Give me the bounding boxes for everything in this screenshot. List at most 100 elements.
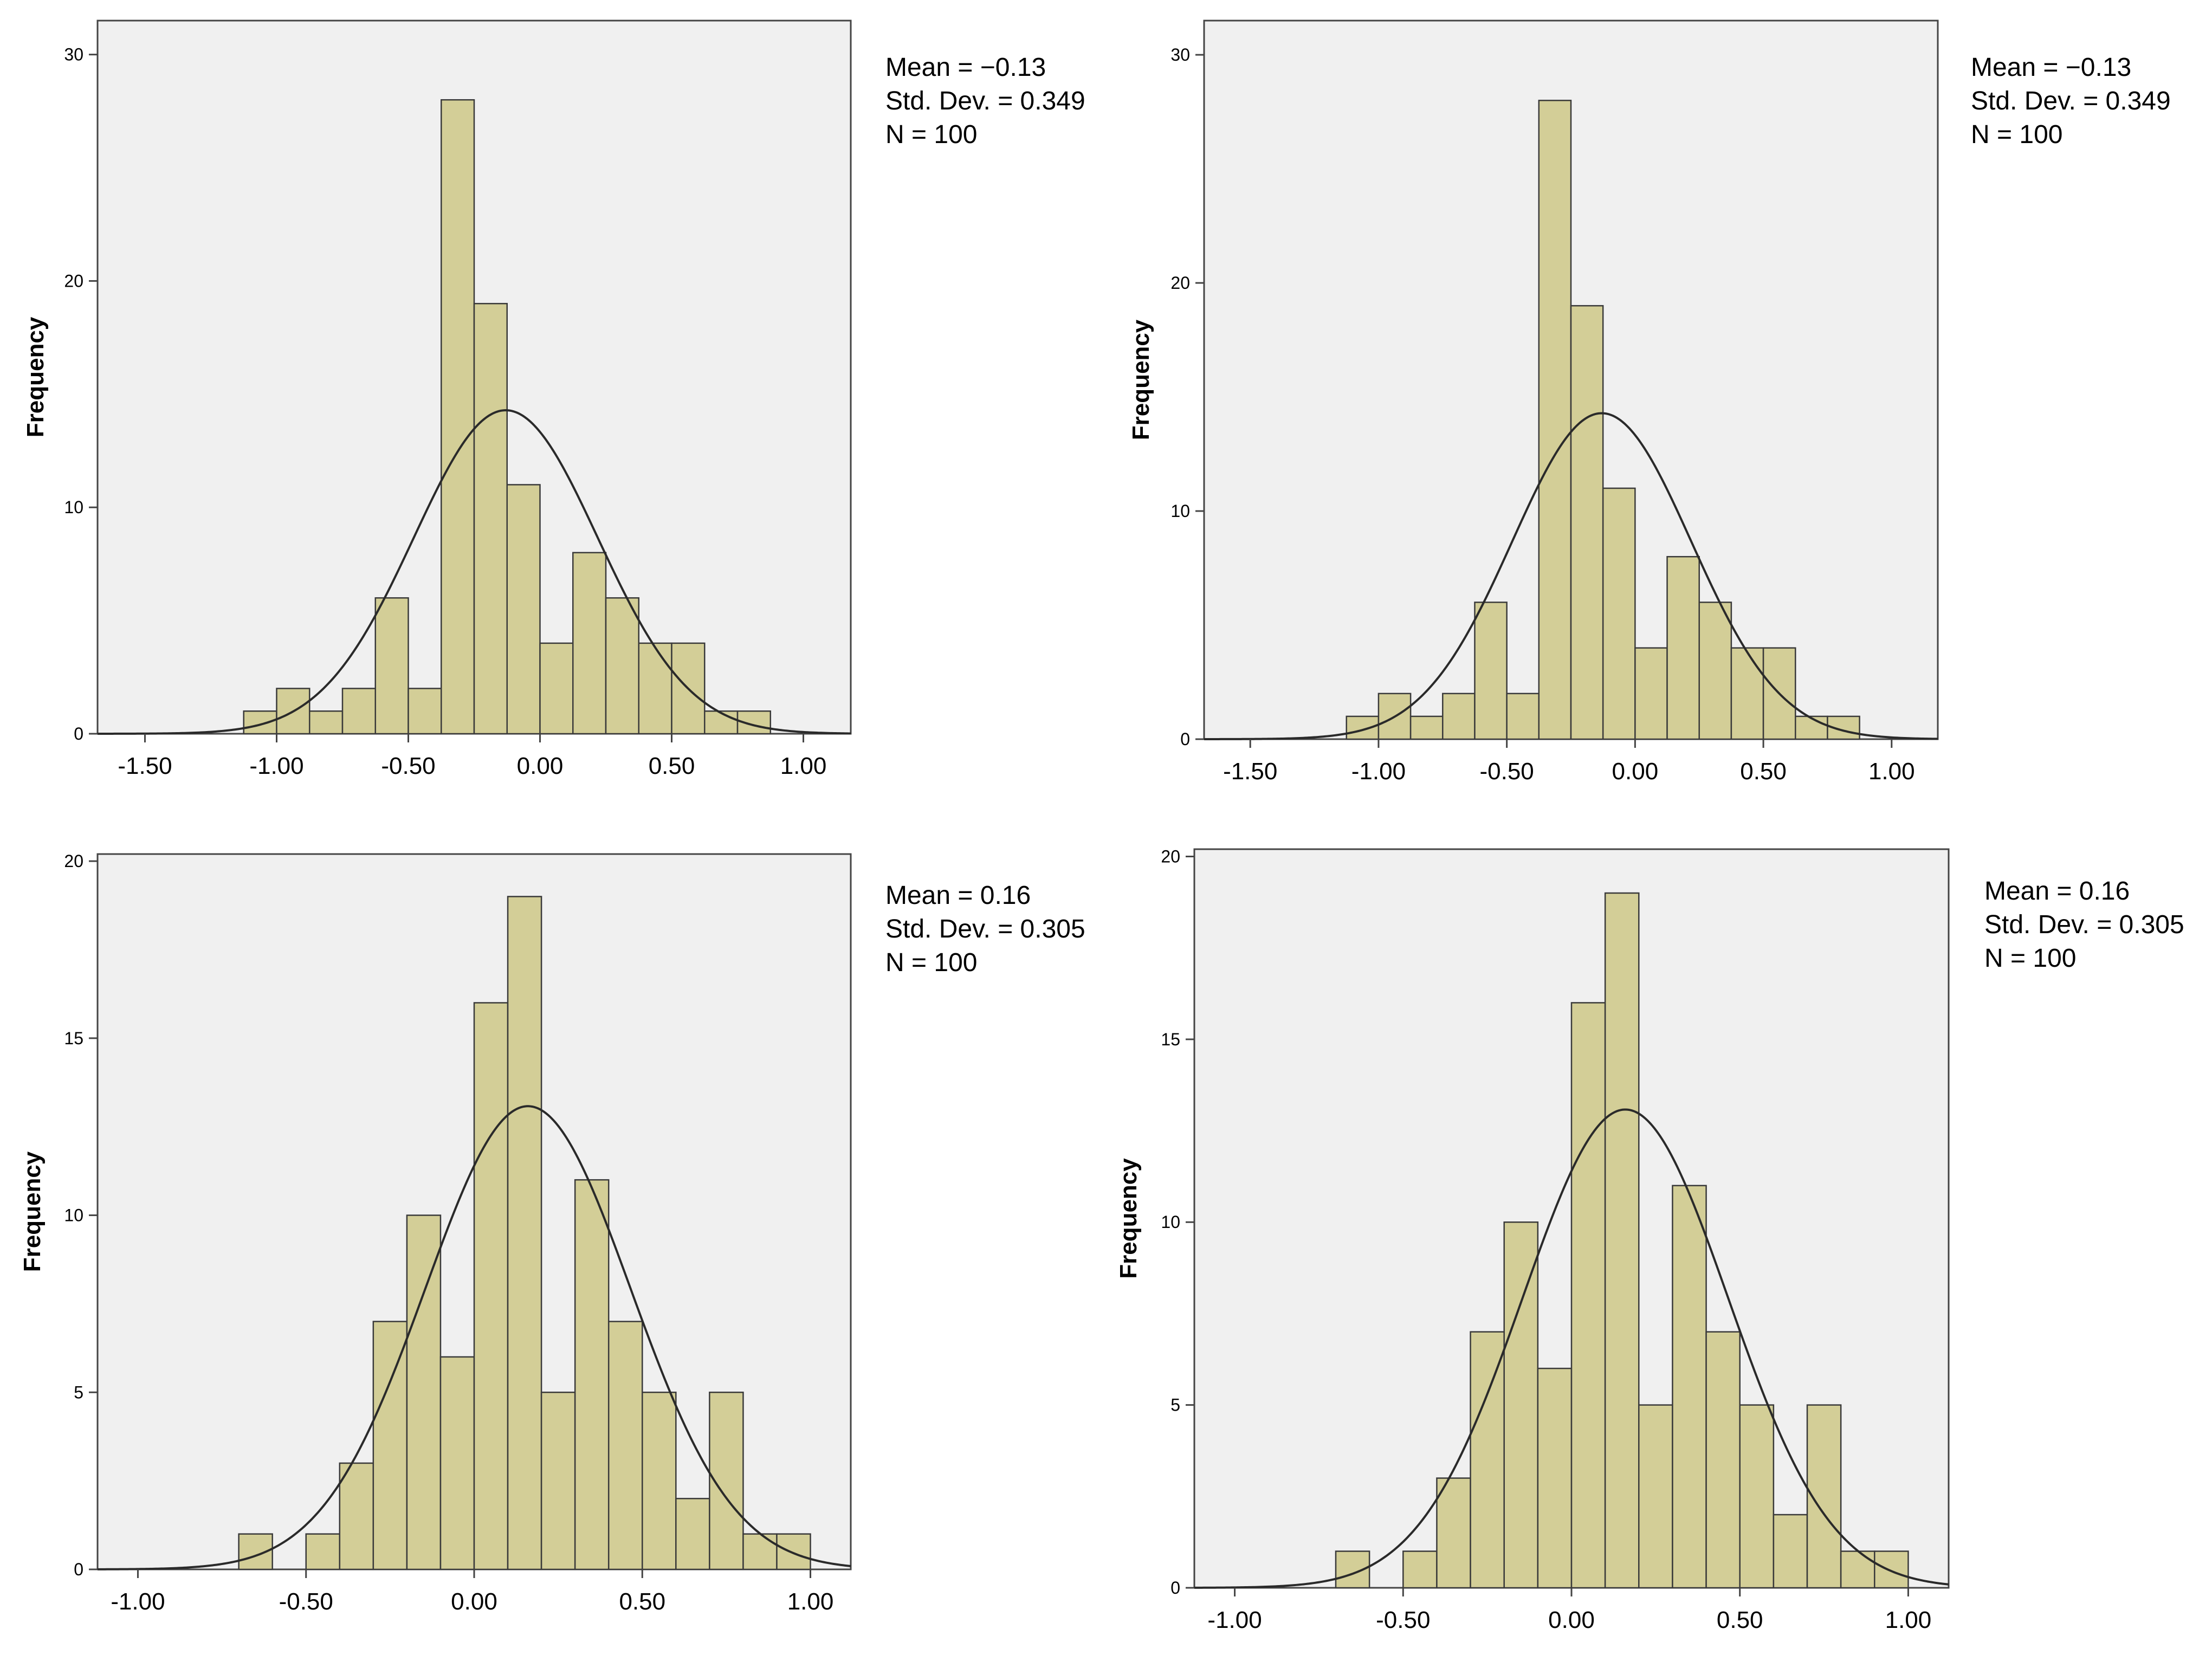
histogram-bar: [540, 1392, 576, 1570]
y-tick-label: 10: [64, 1206, 83, 1225]
histogram-bar: [374, 597, 409, 735]
x-tick-label: -0.50: [1479, 758, 1534, 785]
histogram-bar: [1666, 555, 1700, 740]
histogram-bar: [704, 710, 739, 735]
histogram-bar: [1672, 1185, 1707, 1589]
histogram-bar: [605, 597, 640, 735]
y-axis-label: Frequency: [19, 1151, 46, 1272]
y-tick-label: 15: [1161, 1030, 1180, 1049]
histogram-bar: [1638, 1404, 1673, 1589]
stat-n: N = 100: [885, 948, 977, 977]
histogram-bar: [1537, 1367, 1573, 1589]
histogram-bar: [1698, 602, 1732, 740]
histogram-chart-1: -1.50 -1.00 -0.50 0.00 0.50 1.00 0 10 20 30 Freque…: [22, 20, 1085, 779]
x-tick-label: 0.50: [619, 1588, 665, 1615]
y-tick-label: 5: [74, 1382, 83, 1402]
histogram-bar: [1773, 1514, 1808, 1589]
histogram-bar: [1346, 715, 1380, 740]
histogram-bar: [1503, 1221, 1539, 1589]
histogram-bar: [1739, 1404, 1775, 1589]
x-tick-label: -1.00: [249, 753, 303, 779]
stat-mean: Mean = 0.16: [885, 881, 1031, 910]
x-tick-label: 0.00: [451, 1588, 497, 1615]
normal-curve: [97, 1105, 851, 1570]
histogram-bar: [1570, 305, 1604, 740]
histogram-bar: [675, 1498, 710, 1570]
histogram-bar: [308, 710, 344, 735]
x-tick-label: 1.00: [1885, 1607, 1932, 1633]
x-tick-label: 1.00: [787, 1588, 834, 1615]
x-tick-label: 0.00: [517, 753, 564, 779]
x-tick-label: 0.50: [1717, 1607, 1763, 1633]
histogram-chart-3: -1.00 -0.50 0.00 0.50 1.00 0 5 10 15 20 Frequency M…: [19, 851, 1085, 1615]
histogram-bar: [1570, 1002, 1606, 1589]
y-tick-label: 20: [64, 271, 83, 290]
stat-std-dev: Std. Dev. = 0.305: [885, 915, 1085, 943]
histogram-bar: [440, 99, 475, 735]
histogram-bar: [1436, 1477, 1471, 1589]
y-tick-label: 20: [64, 851, 83, 871]
y-axis-label: Frequency: [1128, 319, 1154, 440]
y-axis-label: Frequency: [1115, 1158, 1142, 1279]
histogram-bar: [742, 1533, 778, 1570]
histogram-bar: [1409, 715, 1444, 740]
x-tick-label: -0.50: [1376, 1607, 1430, 1633]
histogram-chart-4: -1.00 -0.50 0.00 0.50 1.00 0 5 10 15 20 Frequency M…: [1115, 846, 2184, 1633]
y-tick-label: 30: [64, 45, 83, 64]
x-tick-label: 0.00: [1548, 1607, 1595, 1633]
histogram-bar: [372, 1321, 408, 1570]
histogram-bar: [1794, 715, 1828, 740]
x-tick-label: -1.00: [1351, 758, 1406, 785]
stat-mean: Mean = 0.16: [1984, 877, 2130, 906]
stat-n: N = 100: [1971, 120, 2062, 149]
histogram-bar: [1634, 647, 1668, 740]
histogram-bar: [539, 642, 574, 735]
x-tick-label: -1.00: [1207, 1607, 1262, 1633]
y-tick-label: 0: [74, 1560, 83, 1579]
histogram-bar: [1874, 1550, 1909, 1589]
normal-curve: [98, 409, 851, 735]
y-tick-label: 30: [1170, 45, 1190, 64]
x-tick-label: -0.50: [381, 753, 435, 779]
histogram-bar: [339, 1462, 374, 1570]
stat-std-dev: Std. Dev. = 0.349: [885, 87, 1085, 115]
histogram-chart-2: -1.50 -1.00 -0.50 0.00 0.50 1.00 0 10 20 30 Freque…: [1128, 20, 2171, 785]
x-tick-label: 1.00: [780, 753, 827, 779]
histogram-bar: [439, 1356, 475, 1570]
stat-mean: Mean = −0.13: [885, 53, 1046, 82]
y-tick-label: 0: [1170, 1578, 1180, 1598]
histogram-bar: [305, 1533, 341, 1570]
x-tick-label: -1.50: [1223, 758, 1277, 785]
histogram-bar: [507, 896, 542, 1570]
histogram-bar: [1474, 602, 1508, 740]
histogram-bar: [406, 1214, 442, 1570]
histogram-bar: [1470, 1331, 1505, 1589]
x-tick-label: 0.50: [649, 753, 695, 779]
y-tick-label: 10: [1170, 501, 1190, 521]
histogram-bar: [1705, 1331, 1741, 1589]
histogram-bar: [1442, 693, 1476, 740]
x-tick-label: -1.50: [118, 753, 172, 779]
histogram-bar: [1730, 647, 1764, 740]
histogram-bar: [473, 1002, 509, 1570]
histogram-bar: [642, 1392, 677, 1570]
stat-n: N = 100: [1984, 944, 2076, 973]
histogram-bar: [1538, 100, 1572, 740]
histogram-bar: [1377, 693, 1412, 740]
histogram-bar: [408, 688, 442, 735]
normal-curve: [1204, 412, 1938, 740]
histogram-bar: [574, 1179, 610, 1570]
histogram-bar: [473, 302, 508, 735]
histogram-bar: [1604, 892, 1640, 1589]
histogram-bar: [607, 1321, 643, 1570]
histogram-bar: [506, 484, 541, 735]
histogram-bar: [1402, 1550, 1438, 1589]
histogram-bar: [341, 688, 376, 735]
histogram-bar: [1762, 647, 1796, 740]
histogram-bar: [776, 1533, 811, 1570]
histogram-bar: [638, 642, 672, 735]
y-tick-label: 15: [64, 1029, 83, 1048]
y-tick-label: 0: [74, 724, 83, 744]
stat-std-dev: Std. Dev. = 0.349: [1971, 87, 2171, 115]
